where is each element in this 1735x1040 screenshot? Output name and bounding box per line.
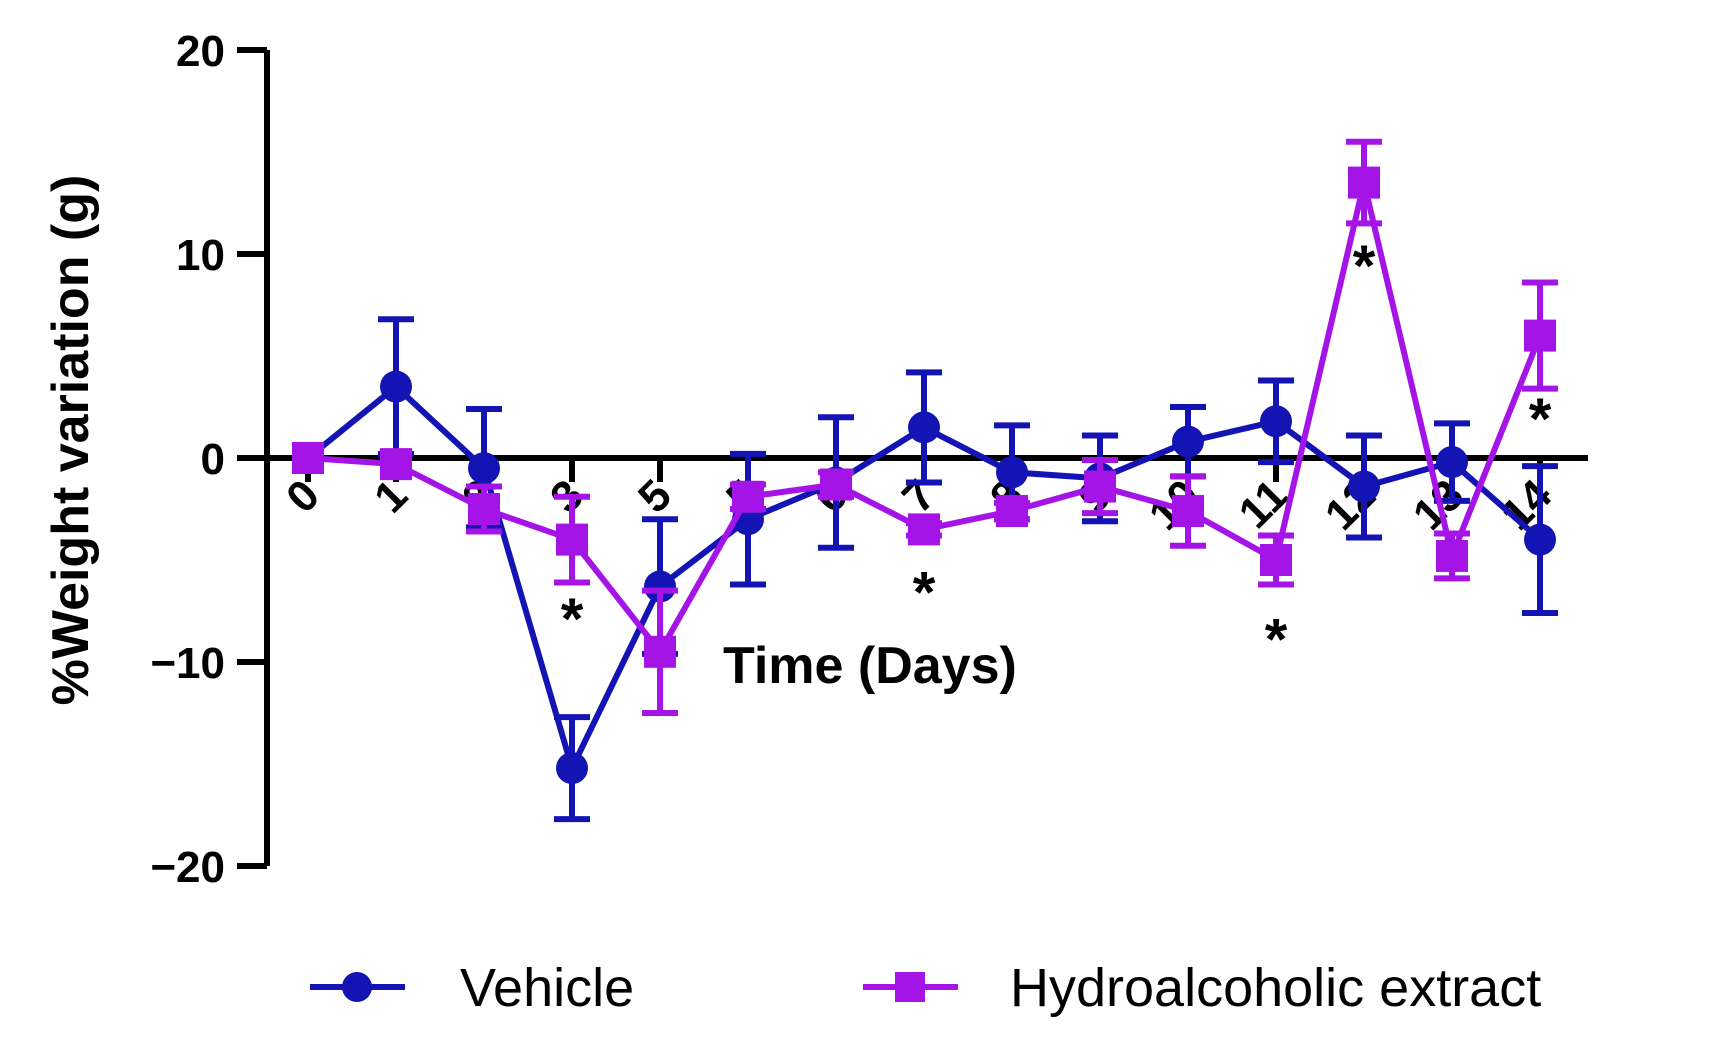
data-point [1172, 425, 1204, 458]
data-point [908, 513, 940, 546]
data-point [1524, 523, 1556, 556]
annotation-layer: * * * * * [561, 234, 1552, 672]
significance-marker: * [1353, 234, 1376, 299]
legend-item-vehicle: Vehicle [310, 958, 634, 1018]
data-point [380, 370, 412, 403]
data-point [1436, 446, 1468, 479]
data-point [1084, 470, 1116, 503]
legend-label-hydroalcoholic-extract: Hydroalcoholic extract [1010, 958, 1541, 1018]
y-axis: −20 −10 0 10 20 [150, 27, 270, 892]
y-tick-label: −20 [150, 843, 225, 892]
data-point [380, 448, 412, 481]
x-axis-title: Time (Days) [723, 637, 1017, 695]
data-point [1260, 405, 1292, 438]
data-point [1348, 166, 1380, 199]
legend-label-vehicle: Vehicle [460, 958, 634, 1018]
legend-item-hydroalcoholic-extract: Hydroalcoholic extract [863, 958, 1541, 1018]
data-point [908, 411, 940, 444]
x-tick-label: 0 [277, 470, 329, 522]
legend: Vehicle Hydroalcoholic extract [310, 958, 1541, 1018]
y-tick-label: 0 [201, 435, 225, 484]
data-point [1524, 319, 1556, 352]
data-point [644, 570, 676, 603]
legend-marker-vehicle [342, 972, 372, 1002]
data-point [1436, 539, 1468, 572]
data-point [996, 456, 1028, 489]
significance-marker: * [913, 560, 936, 625]
legend-marker-hydroalcoholic-extract [895, 972, 925, 1002]
significance-marker: * [1529, 387, 1552, 452]
data-point [820, 468, 852, 501]
series-hydroalcoholic-extract [292, 138, 1558, 716]
data-point [1260, 544, 1292, 576]
significance-marker: * [1265, 607, 1288, 672]
significance-marker: * [561, 587, 584, 652]
data-point [644, 635, 676, 668]
data-point [468, 452, 500, 485]
data-point [996, 495, 1028, 528]
data-point [556, 752, 588, 785]
data-point [1172, 495, 1204, 528]
data-point [1348, 470, 1380, 503]
x-tick-label: 5 [629, 470, 681, 522]
y-tick-label: 20 [176, 27, 225, 76]
data-point [292, 442, 324, 474]
y-axis-title: %Weight variation (g) [42, 175, 100, 706]
data-point [468, 493, 500, 525]
data-point [556, 523, 588, 556]
y-tick-label: 10 [176, 231, 225, 280]
data-point [732, 480, 764, 513]
y-tick-label: −10 [150, 639, 225, 688]
series-layer [292, 138, 1558, 823]
